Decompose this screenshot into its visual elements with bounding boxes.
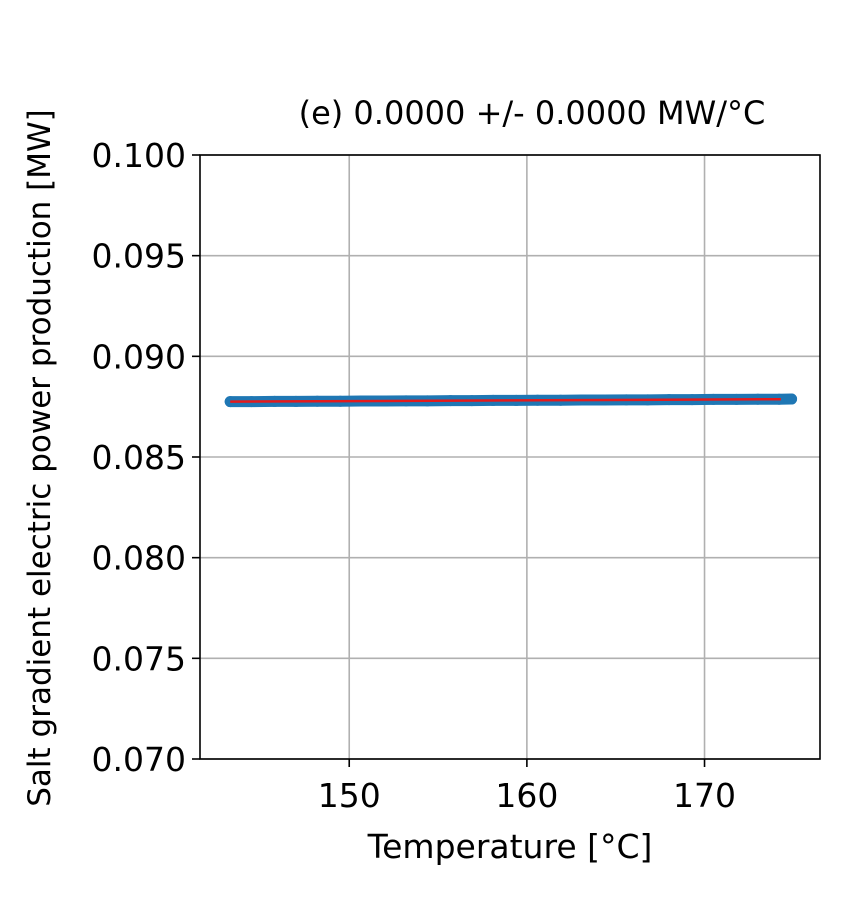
fit-line	[230, 397, 781, 403]
x-tick-label-2: 170	[673, 776, 736, 815]
y-tick-label-1: 0.075	[92, 639, 186, 678]
y-tick-label-2: 0.080	[92, 539, 186, 578]
grid	[200, 154, 820, 760]
chart-title: (e) 0.0000 +/- 0.0000 MW/°C	[299, 94, 766, 132]
x-tick-label-1: 160	[495, 776, 558, 815]
y-tick-label-6: 0.100	[92, 136, 186, 175]
x-tick-label-0: 150	[318, 776, 381, 815]
x-axis-label: Temperature [°C]	[367, 827, 653, 866]
y-tick-label-4: 0.090	[92, 337, 186, 376]
ticks: 150 160 170 0.070 0.075 0.080 0.085 0.090 0.095 0…	[92, 136, 737, 815]
y-axis-label: Salt gradient electric power production …	[22, 109, 58, 807]
y-tick-label-3: 0.085	[92, 438, 186, 477]
data-point	[786, 393, 798, 405]
y-tick-label-0: 0.070	[92, 740, 186, 779]
series	[224, 393, 798, 408]
y-tick-label-5: 0.095	[92, 237, 186, 276]
